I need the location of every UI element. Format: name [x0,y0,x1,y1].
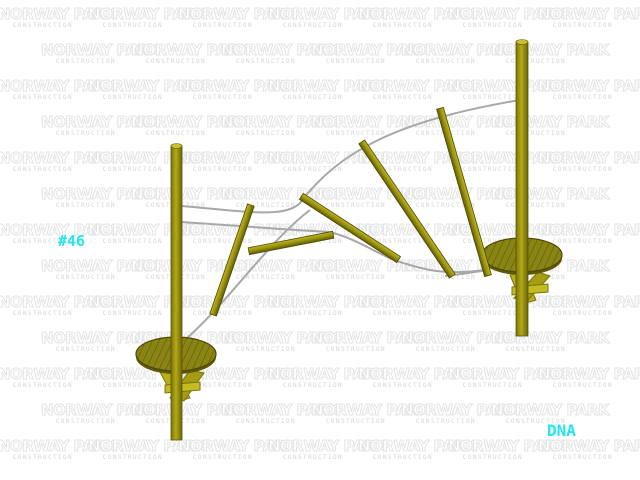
left-post [170,143,183,441]
top-cable [181,99,521,214]
log-5 [436,106,492,278]
log-beams [209,106,492,317]
log-1 [209,203,255,317]
model-number-label: #46 [58,232,86,250]
low-cable [184,209,311,341]
log-3 [298,192,402,264]
log-2 [247,230,335,256]
right-post [515,39,529,337]
log-4 [358,139,456,279]
model-code-label: DNA [547,421,576,440]
middle-cable [181,221,486,274]
